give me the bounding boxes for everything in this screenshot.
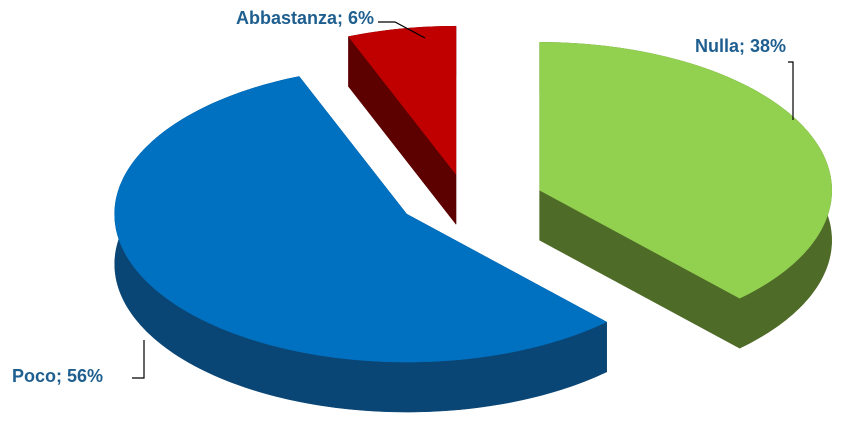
- data-label: Nulla; 38%: [695, 36, 786, 56]
- slice: [114, 76, 608, 363]
- leader-line: [132, 340, 145, 379]
- slice: [539, 42, 832, 299]
- leader-line: [788, 61, 794, 120]
- data-label: Poco; 56%: [12, 366, 103, 386]
- leader-line: [378, 21, 426, 39]
- slice: [348, 25, 457, 175]
- data-label: Abbastanza; 6%: [236, 8, 374, 28]
- pie: [114, 25, 832, 413]
